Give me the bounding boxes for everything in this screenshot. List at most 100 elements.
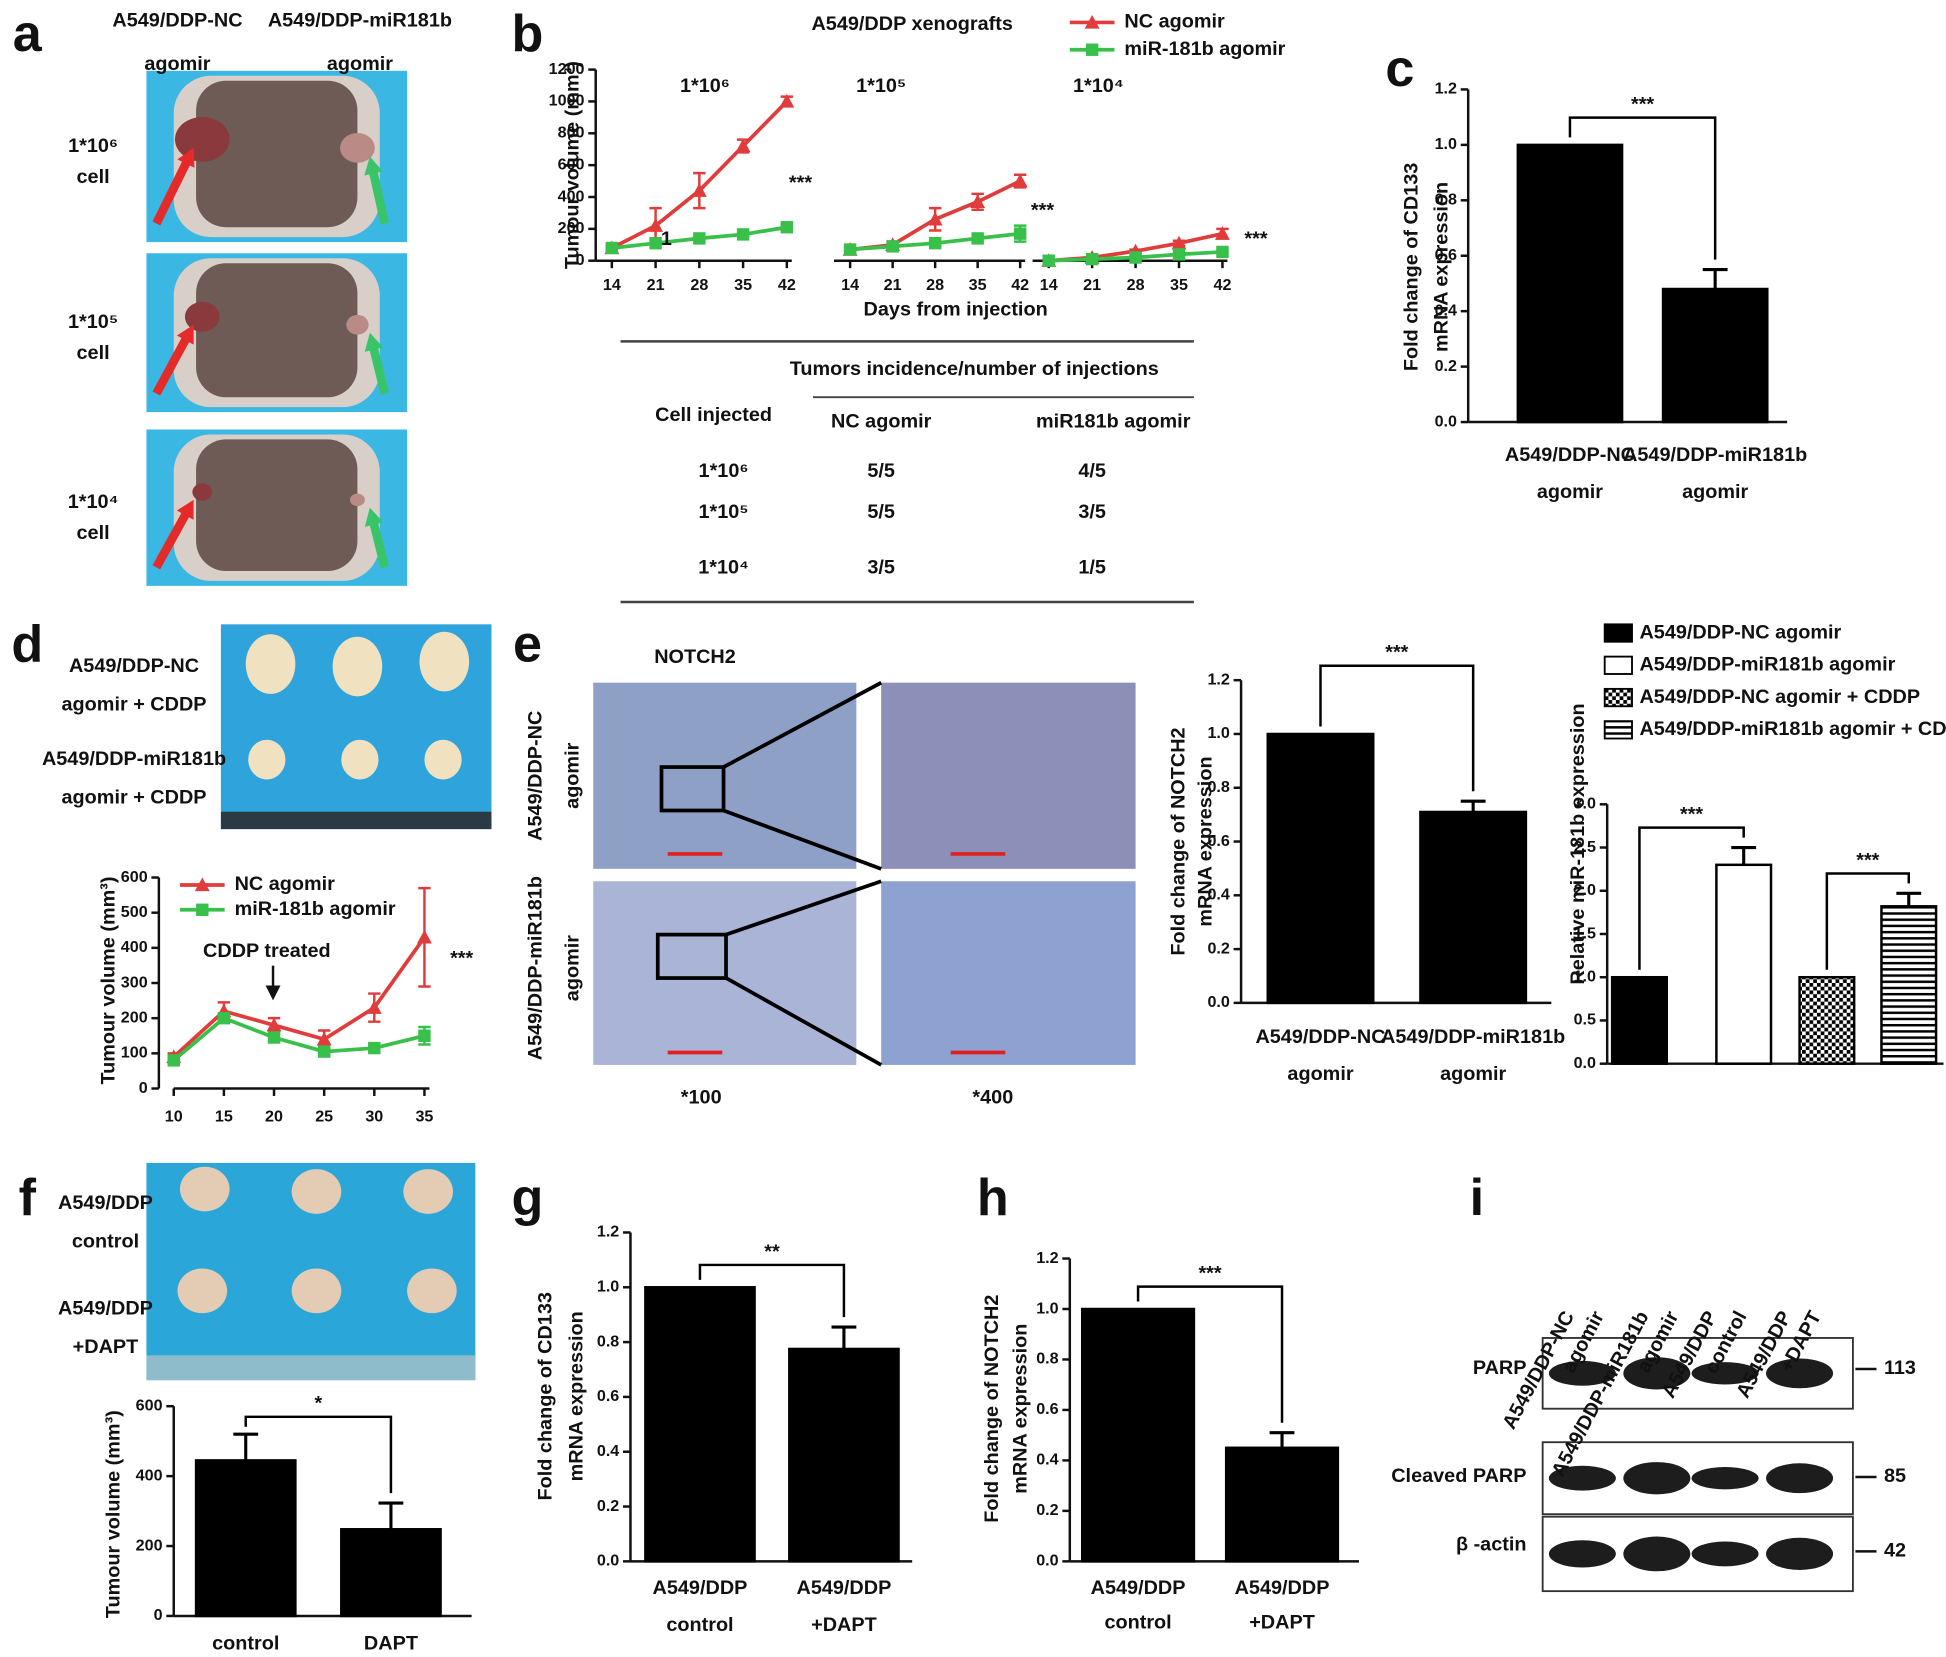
row-label: +DAPT — [73, 1336, 139, 1358]
error-bar — [831, 1325, 857, 1349]
x-tick-label: agomir — [1287, 1063, 1353, 1085]
tumor — [346, 314, 369, 335]
y-tick-label: 0.0 — [1574, 1054, 1596, 1072]
bar — [1080, 1307, 1196, 1563]
tumor — [245, 634, 296, 694]
y-tick-label: 0.4 — [1207, 886, 1229, 904]
y-axis-label: Fold change of CD133 — [1401, 163, 1423, 371]
row-label: agomir — [562, 935, 584, 1001]
y-tick-label: 1.2 — [597, 1223, 619, 1241]
tumor — [174, 116, 230, 162]
y-tick-label: 0 — [154, 1606, 163, 1624]
y-axis-label: Fold change of NOTCH2 — [1167, 727, 1189, 955]
annotation: *** — [1031, 199, 1054, 221]
point — [1129, 251, 1142, 264]
bar — [1224, 1446, 1340, 1563]
y-tick-label: 1.0 — [1036, 1299, 1058, 1317]
size-label: 113 — [1884, 1357, 1916, 1379]
y-tick-label: 0.6 — [1207, 832, 1229, 850]
bar — [1419, 810, 1528, 1005]
x-tick-label: control — [212, 1633, 279, 1655]
y-tick-label: 1.0 — [1207, 724, 1229, 742]
point — [886, 240, 899, 253]
legend-label: miR-181b agomir — [235, 898, 396, 920]
tumor — [407, 1268, 457, 1314]
x-tick-label: 20 — [265, 1107, 283, 1125]
legend-marker — [196, 903, 209, 916]
arrow-head — [364, 507, 384, 527]
y-tick-label: 400 — [136, 1466, 163, 1484]
bar — [1516, 143, 1624, 424]
point — [1216, 245, 1229, 259]
size-label: 42 — [1884, 1540, 1906, 1562]
y-tick-label: 600 — [558, 155, 585, 173]
tumor — [340, 133, 375, 163]
significance-label: *** — [1385, 642, 1408, 664]
y-axis-label: Relative miR-181b expression — [1567, 703, 1589, 984]
legend-marker — [1085, 43, 1099, 56]
band — [1623, 1357, 1691, 1390]
annotation: *** — [789, 172, 812, 194]
table-column: NC agomir — [831, 410, 932, 432]
row-label: control — [72, 1231, 139, 1253]
point — [843, 243, 857, 256]
point — [418, 1029, 431, 1042]
group-label: 1*10⁶ — [680, 75, 730, 97]
x-tick-label: A549/DDP-miR181b — [1623, 444, 1807, 466]
row-label: agomir + CDDP — [62, 786, 207, 808]
y-tick-label: 1.0 — [1574, 967, 1596, 985]
point — [691, 183, 707, 197]
band — [1766, 1358, 1834, 1389]
x-tick-label: 21 — [647, 276, 665, 294]
y-tick-label: 400 — [558, 187, 585, 205]
panel-letter: a — [13, 5, 43, 63]
table-cell: 4/5 — [1078, 460, 1106, 482]
band — [1548, 1360, 1616, 1386]
x-tick-label: DAPT — [364, 1633, 418, 1655]
mouse-body — [196, 263, 358, 398]
x-tick-label: A549/DDP — [1235, 1577, 1330, 1599]
point — [1171, 235, 1187, 250]
tumor — [184, 301, 220, 332]
blot-label: PARP — [1473, 1357, 1527, 1379]
significance-label: *** — [1680, 804, 1703, 826]
x-tick-label: 35 — [1170, 276, 1188, 294]
row-label: A549/DDP-NC — [524, 711, 546, 841]
table-column: Cell injected — [655, 404, 772, 426]
x-tick-label: 28 — [926, 276, 944, 294]
legend-swatch — [1603, 655, 1633, 675]
y-tick-label: 1000 — [549, 92, 585, 110]
error-bar — [1702, 268, 1728, 290]
band — [1623, 1536, 1691, 1572]
y-tick-label: 1.0 — [1435, 135, 1457, 153]
y-tick-label: 0.0 — [597, 1552, 619, 1570]
group-label: 1*10⁴ — [1073, 75, 1124, 97]
band — [1548, 1465, 1616, 1491]
point — [928, 236, 942, 250]
y-tick-label: 0.0 — [1036, 1552, 1058, 1570]
y-axis-label: mRNA expression — [1010, 1324, 1032, 1494]
y-tick-label: 0.4 — [597, 1442, 619, 1460]
panel-letter: b — [512, 5, 544, 63]
legend-label: NC agomir — [1124, 11, 1225, 33]
y-axis-label: Fold change of NOTCH2 — [981, 1295, 1003, 1523]
arrow-head — [177, 147, 195, 168]
tumor — [349, 493, 365, 507]
y-tick-label: 0.0 — [1435, 412, 1457, 430]
significance-label: ** — [764, 1241, 780, 1263]
bar — [788, 1347, 900, 1563]
arrow-head — [176, 324, 194, 345]
y-tick-label: 0.8 — [1207, 778, 1229, 796]
point — [605, 241, 619, 255]
row-label: 1*10⁴ — [68, 491, 119, 513]
arrow — [368, 167, 389, 225]
band — [1691, 1362, 1759, 1385]
zoom-box — [655, 932, 728, 980]
x-tick-label: 35 — [969, 276, 987, 294]
arrow — [152, 157, 193, 226]
band — [1766, 1537, 1834, 1571]
zoom-box — [659, 765, 726, 813]
significance-label: * — [314, 1393, 322, 1415]
annotation: *** — [450, 948, 473, 970]
blot-label: β -actin — [1456, 1533, 1527, 1555]
